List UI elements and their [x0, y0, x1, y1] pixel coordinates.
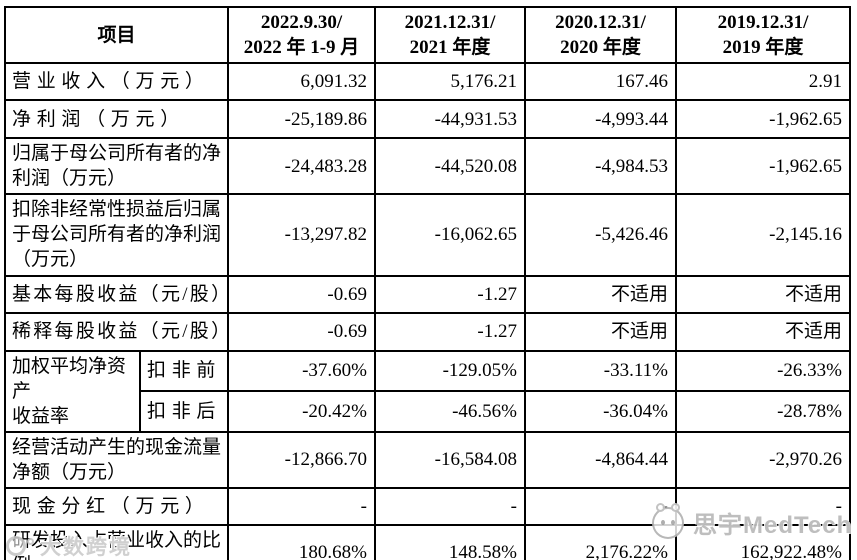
row-sublabel: 扣非后 — [139, 390, 229, 433]
cell-value: -24,483.28 — [227, 137, 376, 196]
row-label: 稀释每股收益（元/股） — [4, 311, 229, 352]
row-label: 营业收入（万元） — [4, 62, 229, 102]
cell-value: 148.58% — [374, 523, 526, 560]
cell-value: 不适用 — [675, 274, 851, 314]
cell-value: -44,520.08 — [374, 137, 526, 196]
cell-value: -1,962.65 — [675, 99, 851, 140]
cell-value: 2,176.22% — [524, 523, 677, 560]
cell-value: 不适用 — [524, 311, 677, 352]
row-label: 基本每股收益（元/股） — [4, 274, 229, 314]
cell-value: - — [675, 486, 851, 526]
header-period-2021: 2021.12.31/ 2021 年度 — [374, 5, 526, 65]
cell-value: -0.69 — [227, 311, 376, 352]
cell-value: -36.04% — [524, 390, 677, 433]
financial-summary-table: 项目 2022.9.30/ 2022 年 1-9 月 2021.12.31/ 2… — [4, 5, 851, 560]
row-label: 归属于母公司所有者的净 利润（万元） — [4, 137, 229, 196]
table-row-roe-after: 扣非后 -20.42% -46.56% -36.04% -28.78% — [5, 390, 851, 433]
cell-value: -4,864.44 — [524, 430, 677, 489]
table-row-net-profit: 净利润（万元） -25,189.86 -44,931.53 -4,993.44 … — [4, 99, 851, 140]
cell-value: -26.33% — [675, 349, 851, 393]
header-period-2020: 2020.12.31/ 2020 年度 — [524, 5, 677, 65]
cell-value: -16,584.08 — [374, 430, 526, 489]
cell-value: 2.91 — [675, 62, 851, 102]
cell-value: -16,062.65 — [374, 193, 526, 277]
cell-value: 不适用 — [524, 274, 677, 314]
cell-value: -4,984.53 — [524, 137, 677, 196]
cell-value: -0.69 — [227, 274, 376, 314]
cell-value: 162,922.48% — [675, 523, 851, 560]
cell-value: 5,176.21 — [374, 62, 526, 102]
cell-value: - — [524, 486, 677, 526]
cell-value: -5,426.46 — [524, 193, 677, 277]
table-row-roe-before: 加权平均净资产 收益率 扣非前 -37.60% -129.05% -33.11%… — [4, 349, 851, 433]
cell-value: -37.60% — [227, 349, 376, 393]
cell-value: -1.27 — [374, 274, 526, 314]
table-header-row: 项目 2022.9.30/ 2022 年 1-9 月 2021.12.31/ 2… — [4, 5, 851, 65]
table-row-diluted-eps: 稀释每股收益（元/股） -0.69 -1.27 不适用 不适用 — [4, 311, 851, 352]
cell-value: 167.46 — [524, 62, 677, 102]
table-row-deducted-net-profit: 扣除非经常性损益后归属 于母公司所有者的净利润 （万元） -13,297.82 … — [4, 193, 851, 277]
cell-value: -2,145.16 — [675, 193, 851, 277]
row-label: 扣除非经常性损益后归属 于母公司所有者的净利润 （万元） — [4, 193, 229, 277]
row-sublabel: 扣非前 — [139, 349, 229, 393]
header-item: 项目 — [4, 5, 229, 65]
cell-value: -1.27 — [374, 311, 526, 352]
cell-value: 不适用 — [675, 311, 851, 352]
table-row-operating-cash-flow: 经营活动产生的现金流量 净额（万元） -12,866.70 -16,584.08… — [4, 430, 851, 489]
header-period-2019: 2019.12.31/ 2019 年度 — [675, 5, 851, 65]
row-label: 研发投入占营业收入的比 例 — [4, 523, 229, 560]
row-label: 净利润（万元） — [4, 99, 229, 140]
cell-value: -12,866.70 — [227, 430, 376, 489]
cell-value: -129.05% — [374, 349, 526, 393]
cell-value: -13,297.82 — [227, 193, 376, 277]
table-row-rd-ratio: 研发投入占营业收入的比 例 180.68% 148.58% 2,176.22% … — [4, 523, 851, 560]
cell-value: -28.78% — [675, 390, 851, 433]
cell-value: -44,931.53 — [374, 99, 526, 140]
cell-value: 180.68% — [227, 523, 376, 560]
cell-value: 6,091.32 — [227, 62, 376, 102]
cell-value: -4,993.44 — [524, 99, 677, 140]
cell-value: -46.56% — [374, 390, 526, 433]
table-row-parent-net-profit: 归属于母公司所有者的净 利润（万元） -24,483.28 -44,520.08… — [4, 137, 851, 196]
row-group-label-roe: 加权平均净资产 收益率 — [4, 349, 141, 433]
table-row-cash-dividend: 现金分红（万元） - - - - — [4, 486, 851, 526]
cell-value: -20.42% — [227, 390, 376, 433]
table-row-revenue: 营业收入（万元） 6,091.32 5,176.21 167.46 2.91 — [4, 62, 851, 102]
cell-value: -33.11% — [524, 349, 677, 393]
cell-value: -1,962.65 — [675, 137, 851, 196]
cell-value: -2,970.26 — [675, 430, 851, 489]
cell-value: - — [227, 486, 376, 526]
table-row-basic-eps: 基本每股收益（元/股） -0.69 -1.27 不适用 不适用 — [4, 274, 851, 314]
row-label: 现金分红（万元） — [4, 486, 229, 526]
cell-value: -25,189.86 — [227, 99, 376, 140]
row-label: 经营活动产生的现金流量 净额（万元） — [4, 430, 229, 489]
header-period-2022: 2022.9.30/ 2022 年 1-9 月 — [227, 5, 376, 65]
cell-value: - — [374, 486, 526, 526]
